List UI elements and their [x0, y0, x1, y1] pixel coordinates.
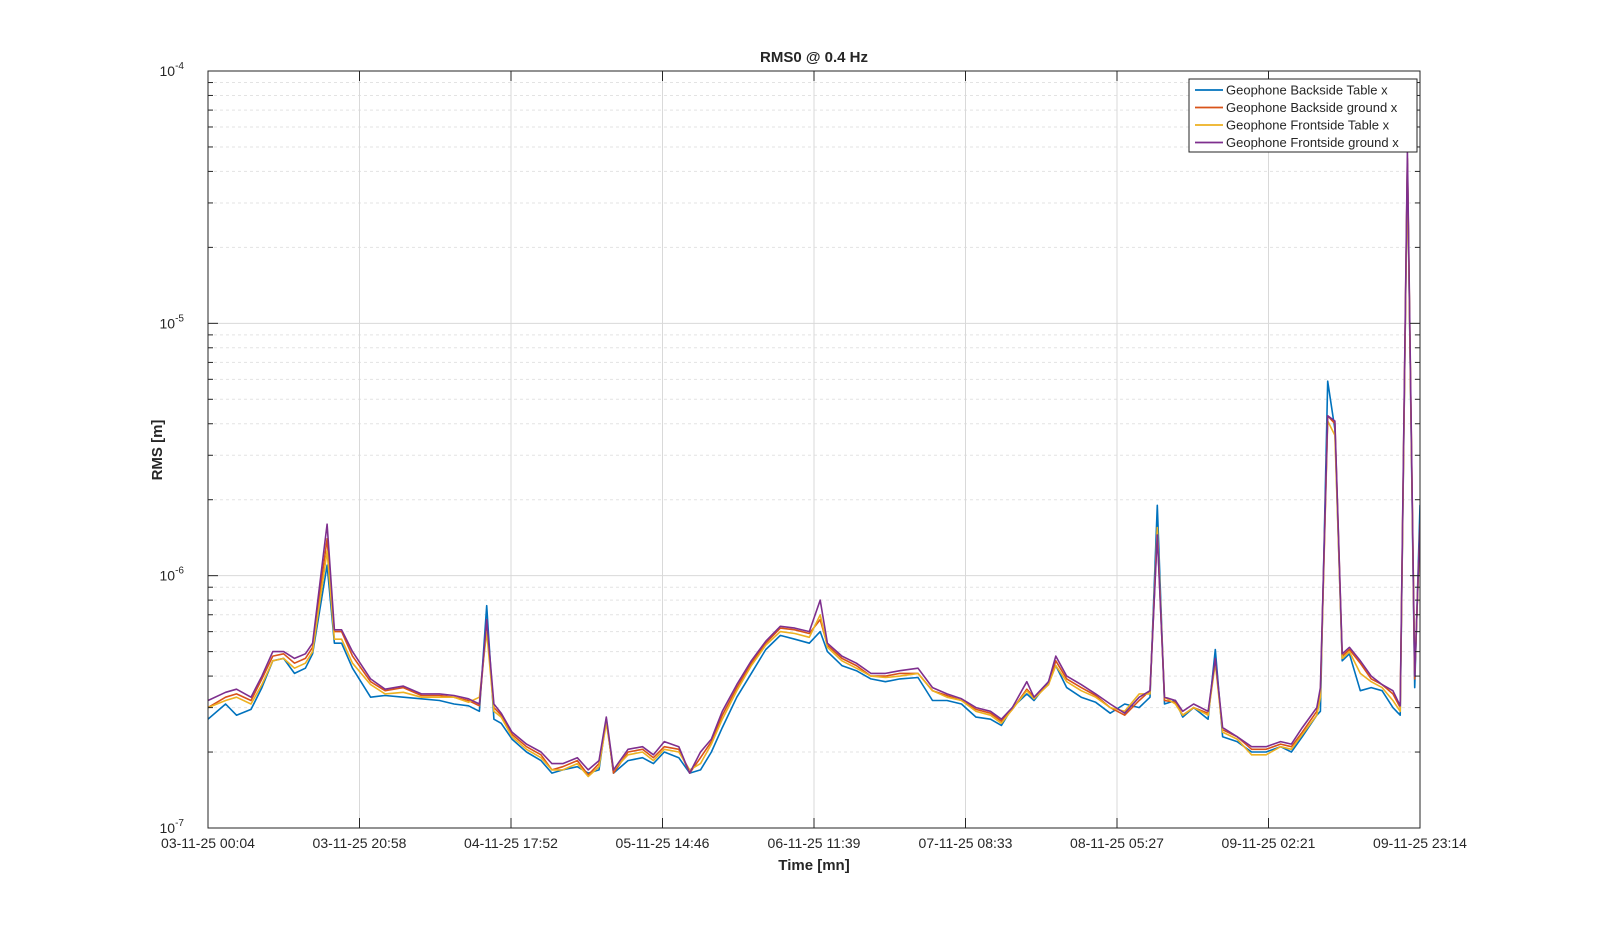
legend-entry-label: Geophone Frontside ground x	[1226, 135, 1399, 150]
x-tick-label: 03-11-25 20:58	[313, 835, 407, 851]
legend-entry-label: Geophone Backside Table x	[1226, 83, 1388, 98]
y-tick-label: 10-5	[160, 313, 185, 331]
x-tick-label: 03-11-25 00:04	[161, 835, 255, 851]
series-line-geophone-backside-table-x	[208, 162, 1420, 774]
legend-box	[1188, 78, 1418, 153]
x-axis-label: Time [mn]	[778, 857, 849, 874]
x-tick-label: 05-11-25 14:46	[616, 835, 710, 851]
x-tick-labels: 03-11-25 00:04 03-11-25 20:58 04-11-25 17:…	[161, 835, 1467, 851]
x-tick-label: 09-11-25 23:14	[1373, 835, 1467, 851]
y-axis-label: RMS [m]	[149, 420, 166, 481]
series-lines	[208, 150, 1420, 778]
series-line-geophone-backside-ground-x	[208, 157, 1420, 776]
legend-entry-label: Geophone Frontside Table x	[1226, 118, 1390, 133]
series-line-geophone-frontside-table-x	[208, 165, 1420, 778]
y-tick-labels: 10-7 10-6 10-5 10-4	[160, 61, 185, 836]
series-line-geophone-frontside-ground-x	[208, 150, 1420, 774]
legend: Geophone Backside Table x Geophone Backsi…	[1188, 78, 1418, 153]
y-tick-label: 10-4	[160, 61, 185, 79]
x-tick-label: 04-11-25 17:52	[464, 835, 558, 851]
legend-entry-label: Geophone Backside ground x	[1226, 100, 1398, 115]
x-tick-label: 08-11-25 05:27	[1070, 835, 1164, 851]
x-tick-label: 06-11-25 11:39	[768, 835, 861, 851]
y-tick-label: 10-7	[160, 818, 185, 836]
y-tick-label: 10-6	[160, 566, 185, 584]
chart-title: RMS0 @ 0.4 Hz	[760, 49, 868, 66]
x-tick-label: 07-11-25 08:33	[919, 835, 1013, 851]
x-tick-label: 09-11-25 02:21	[1222, 835, 1316, 851]
